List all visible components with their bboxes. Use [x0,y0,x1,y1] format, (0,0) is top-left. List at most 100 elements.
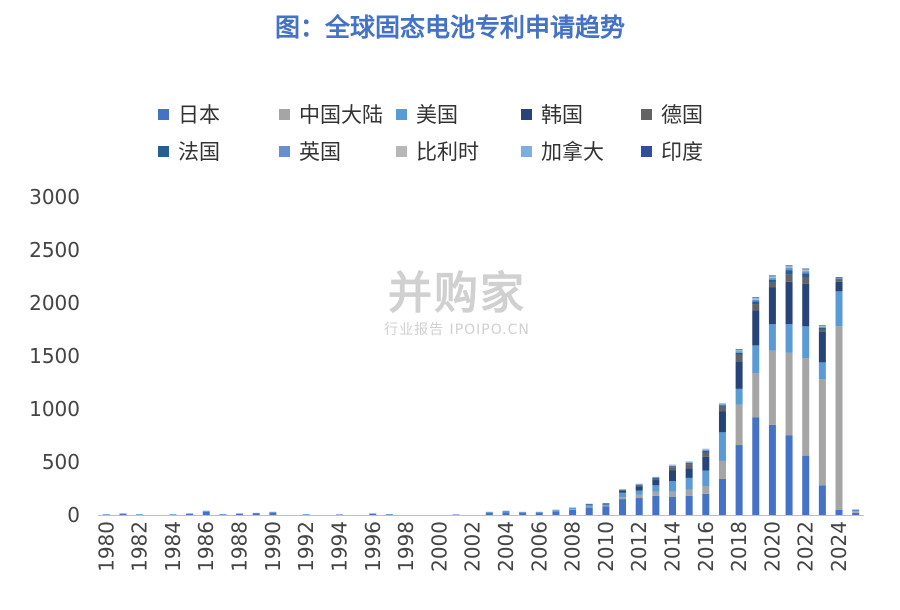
bar-segment [835,279,843,282]
bar-segment [818,362,826,380]
bar-segment [619,490,627,491]
bar-segment [752,304,760,311]
x-tick-label: 2014 [661,521,685,572]
bar-segment [685,462,693,464]
x-tick-label: 1982 [128,521,152,572]
bar-segment [236,513,244,515]
bar-segment [802,326,810,359]
bar-segment [818,325,826,326]
bar-segment [619,492,627,497]
bar-segment [302,514,310,515]
bar-segment [335,514,343,516]
x-tick-label: 2010 [594,521,618,572]
bar-segment [785,324,793,353]
bar-segment [519,511,527,513]
legend-swatch [521,145,532,157]
bar-segment [702,450,710,453]
bar-segment [818,327,826,330]
bar-segment [852,512,860,515]
x-tick-label: 2016 [694,521,718,572]
legend-item: 英国 [279,136,341,166]
y-tick-label: 2500 [29,238,80,262]
bar-segment [768,424,776,515]
legend-label: 日本 [178,103,220,127]
bar-segment [768,278,776,280]
bar-segment [752,297,760,299]
bar-segment [685,468,693,478]
bar-segment [685,463,693,465]
bar-segment [735,349,743,351]
bar-segment [818,326,826,327]
legend-item: 美国 [396,99,458,129]
x-tick-label: 2024 [827,521,851,572]
bar-segment [752,301,760,305]
bar-segment [502,510,510,513]
bar-segment [818,326,826,328]
bar-segment [619,499,627,515]
bar-segment [535,511,543,513]
bar-segment [802,271,810,274]
bar-segment [768,282,776,288]
bar-segment [485,512,493,515]
bar-segment [169,514,177,515]
bar-segment [502,512,510,515]
bar-segment [269,511,277,513]
bar-segment [119,513,127,515]
bar-segment [718,403,726,405]
bar-segment [785,352,793,436]
bar-segment [702,449,710,450]
bar-segment [752,297,760,298]
bar-segment [768,279,776,283]
bar-segment [569,507,577,510]
bar-segment [585,507,593,515]
bar-segment [785,281,793,325]
bar-segment [619,496,627,500]
bar-segment [818,329,826,332]
bar-segment [236,513,244,515]
bar-segment [602,506,610,515]
bar-segment [752,310,760,346]
legend-label: 德国 [661,103,703,127]
bar-segment [735,361,743,389]
legend-item: 印度 [641,136,703,166]
bar-segment [752,298,760,300]
bar-segment [652,480,660,486]
bar-segment [685,477,693,490]
bar-segment [785,274,793,282]
legend-label: 加拿大 [541,140,604,164]
bar-segment [685,461,693,463]
bar-segment [602,503,610,505]
bar-segment [252,512,260,514]
legend-label: 中国大陆 [299,103,383,127]
bar-segment [752,345,760,373]
bar-segment [585,503,593,505]
bar-segment [802,358,810,456]
bar-segment [802,269,810,271]
bar-segment [702,456,710,471]
legend-swatch [641,145,652,157]
bar-segment [269,512,277,515]
bar-segment [702,470,710,487]
bar-segment [852,511,860,513]
bar-segment [202,511,210,515]
bar-segment [718,404,726,406]
legend-swatch [396,108,407,120]
legend-label: 法国 [178,140,220,164]
legend-item: 中国大陆 [279,99,383,129]
x-tick-label: 2002 [461,521,485,572]
bar-segment [669,464,676,466]
bar-segment [619,489,627,491]
legend-swatch [396,145,407,157]
bar-segment [818,331,826,363]
bar-segment [735,349,743,350]
bar-segment [785,266,793,269]
bar-segment [718,406,726,412]
bar-segment [818,379,826,486]
y-tick-label: 1000 [29,397,80,421]
bar-segment [735,352,743,355]
bar-segment [685,464,693,469]
bar-segment [652,477,660,478]
bar-segment [802,273,810,278]
x-tick-label: 2022 [794,521,818,572]
legend-swatch [158,108,169,120]
